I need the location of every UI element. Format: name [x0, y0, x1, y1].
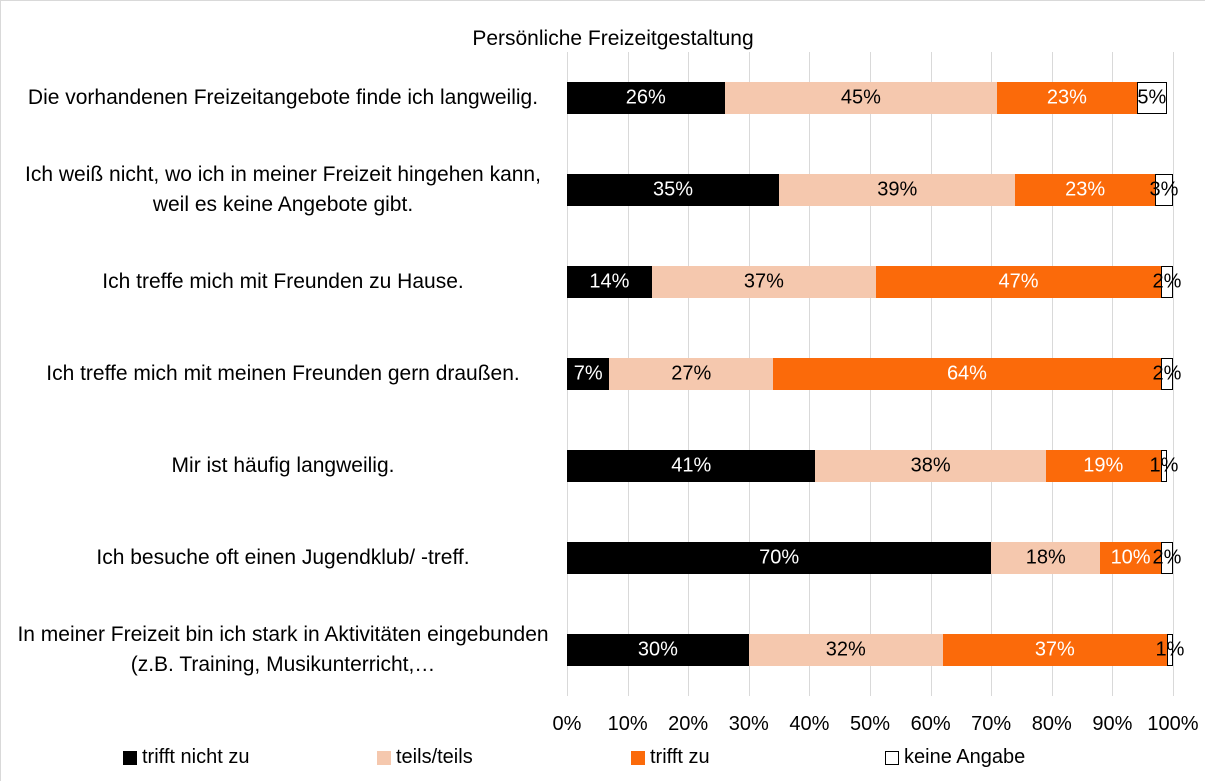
bar-segment — [567, 634, 749, 666]
data-label: 41% — [671, 454, 712, 477]
legend-label: trifft nicht zu — [142, 746, 250, 768]
data-label: 32% — [825, 638, 866, 661]
bar-segment — [773, 358, 1161, 390]
legend-swatch — [885, 750, 899, 765]
data-label: 1% — [1155, 638, 1185, 661]
x-tick-label: 60% — [910, 713, 951, 735]
data-label: 35% — [653, 178, 694, 201]
bar-segment — [567, 82, 725, 114]
bar-segment — [997, 82, 1137, 114]
legend-swatch — [631, 750, 645, 765]
x-tick-label: 90% — [1092, 713, 1133, 735]
x-tick-label: 80% — [1031, 713, 1072, 735]
data-label: 18% — [1025, 546, 1066, 569]
data-label: 14% — [589, 270, 630, 293]
bar-segment — [748, 634, 943, 666]
data-label: 23% — [1046, 86, 1087, 109]
bar-segment — [1045, 450, 1161, 482]
data-label: 39% — [877, 178, 918, 201]
data-label: 45% — [840, 86, 881, 109]
category-label: Ich treffe mich mit Freunden zu Hause. — [102, 270, 464, 293]
bar-segment — [651, 266, 877, 298]
category-label: Mir ist häufig langweilig. — [171, 454, 395, 477]
data-label: 2% — [1152, 546, 1182, 569]
category-label: Ich treffe mich mit meinen Freunden gern… — [46, 362, 520, 385]
legend-label: teils/teils — [396, 746, 473, 768]
bar-segment — [1015, 174, 1155, 206]
x-tick-label: 70% — [971, 713, 1012, 735]
data-label: 38% — [910, 454, 951, 477]
bar-segment — [942, 634, 1167, 666]
legend-label: keine Angabe — [904, 746, 1026, 768]
data-label: 7% — [573, 362, 603, 385]
bar-segment — [724, 82, 998, 114]
legend: trifft nicht zu teils/teils trifft zu keine… — [1, 746, 1206, 769]
bar-segment — [609, 358, 774, 390]
data-label: 37% — [743, 270, 784, 293]
data-label: 23% — [1065, 178, 1106, 201]
x-tick-label: 100% — [1147, 713, 1199, 735]
bar-segment — [1160, 266, 1173, 298]
x-tick-label: 10% — [607, 713, 648, 735]
legend-item: teils/teils — [377, 746, 631, 769]
data-label: 70% — [759, 546, 800, 569]
data-label: 26% — [625, 86, 666, 109]
data-label: 3% — [1149, 178, 1179, 201]
data-label: 37% — [1034, 638, 1075, 661]
bar-segment — [1160, 542, 1173, 574]
bar-segment — [567, 266, 652, 298]
bar-segment — [567, 174, 780, 206]
category-label: Die vorhandenen Freizeitangebote finde i… — [27, 86, 539, 109]
legend-item: trifft zu — [631, 746, 885, 769]
data-label: 2% — [1152, 362, 1182, 385]
bar-segment — [991, 542, 1101, 574]
grid-line — [1173, 52, 1174, 696]
legend-item: keine Angabe — [885, 746, 1085, 769]
bar-segment — [815, 450, 1046, 482]
legend-item: trifft nicht zu — [123, 746, 377, 769]
bar-segment — [1160, 358, 1173, 390]
x-tick-label: 0% — [552, 713, 582, 735]
bar-segment — [567, 358, 610, 390]
bar-segment — [567, 450, 816, 482]
data-label: 47% — [998, 270, 1039, 293]
x-tick-label: 30% — [728, 713, 769, 735]
bar-segment — [1154, 174, 1173, 206]
category-label: Ich weiß nicht, wo ich in meiner Freizei… — [25, 163, 541, 216]
data-label: 30% — [637, 638, 678, 661]
data-label: 27% — [671, 362, 712, 385]
data-label: 19% — [1083, 454, 1124, 477]
category-label: In meiner Freizeit bin ich stark in Akti… — [17, 623, 549, 676]
chart-title: Persönliche Freizeitgestaltung — [472, 27, 754, 50]
category-label: Ich besuche oft einen Jugendklub/ -treff… — [96, 546, 470, 569]
data-label: 64% — [946, 362, 987, 385]
bar-segment — [1136, 82, 1167, 114]
bar-segment — [779, 174, 1016, 206]
bar-segment — [1100, 542, 1161, 574]
data-label: 5% — [1137, 86, 1167, 109]
bar-segment — [876, 266, 1161, 298]
bar-segment — [567, 542, 992, 574]
x-tick-label: 20% — [668, 713, 709, 735]
legend-swatch — [123, 750, 137, 765]
x-tick-label: 40% — [789, 713, 830, 735]
data-label: 2% — [1152, 270, 1182, 293]
data-label: 1% — [1149, 454, 1179, 477]
bar-segment — [1160, 450, 1167, 482]
data-label: 10% — [1110, 546, 1151, 569]
legend-label: trifft zu — [650, 746, 710, 768]
bar-segment — [1166, 634, 1173, 666]
legend-swatch — [377, 750, 391, 765]
x-tick-label: 50% — [849, 713, 891, 735]
